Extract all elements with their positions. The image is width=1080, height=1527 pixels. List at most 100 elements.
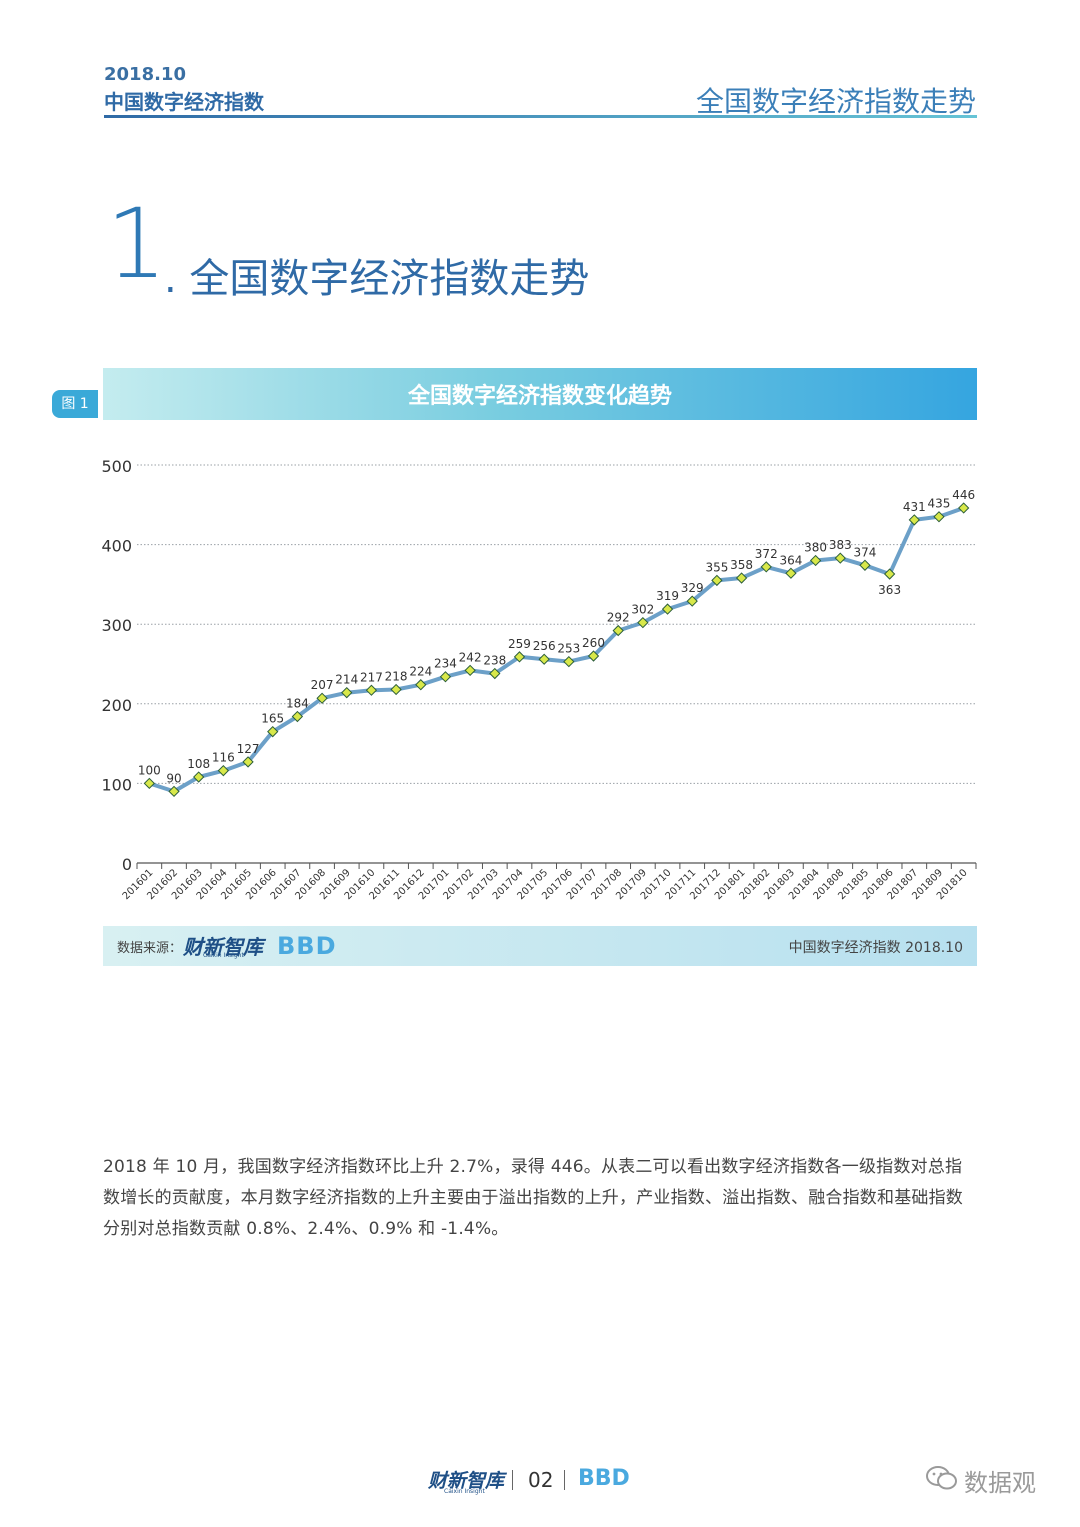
data-point <box>661 603 674 615</box>
data-label: 383 <box>829 538 852 552</box>
data-point <box>291 710 304 723</box>
data-label: 116 <box>212 751 235 765</box>
data-label: 238 <box>483 654 506 668</box>
data-point <box>883 568 896 580</box>
section-title: . 全国数字经济指数走势 <box>164 256 590 302</box>
y-tick-label: 0 <box>122 855 132 874</box>
data-point <box>513 651 526 663</box>
data-point <box>464 664 476 677</box>
data-label: 90 <box>166 771 181 785</box>
data-label: 329 <box>681 581 704 595</box>
data-point <box>958 502 970 514</box>
report-date: 2018.10 <box>104 64 186 85</box>
data-point <box>735 572 748 584</box>
data-point <box>859 559 871 571</box>
line-chart: 0100200300400500201601201602201603201604… <box>101 457 977 902</box>
data-label: 380 <box>804 541 827 555</box>
y-tick-label: 500 <box>101 457 132 476</box>
data-point <box>809 554 822 567</box>
data-label: 260 <box>582 636 605 650</box>
data-label: 372 <box>755 547 778 561</box>
data-point <box>489 667 501 680</box>
data-point <box>267 726 279 738</box>
body-paragraph: 2018 年 10 月，我国数字经济指数环比上升 2.7%，录得 446。从表二… <box>103 1157 963 1239</box>
data-label: 259 <box>508 637 531 651</box>
footer-divider <box>564 1470 565 1490</box>
data-label: 374 <box>854 545 877 559</box>
data-point <box>390 683 402 696</box>
caixin-logo: 财新智库 <box>183 935 263 959</box>
data-point <box>316 692 328 704</box>
data-point <box>711 574 723 587</box>
data-label: 100 <box>138 763 161 777</box>
data-point <box>143 777 155 790</box>
data-point <box>637 616 649 629</box>
data-point <box>760 561 772 573</box>
y-tick-label: 200 <box>101 696 132 715</box>
series-line <box>148 506 965 794</box>
data-label: 165 <box>261 712 284 726</box>
footer-caixin-logo-sub: Caixin Insight <box>444 1488 485 1495</box>
data-point <box>415 679 427 691</box>
y-tick-label: 300 <box>101 616 132 635</box>
figure-title-bar: 全国数字经济指数变化趋势 <box>103 368 977 420</box>
data-label: 446 <box>952 488 975 502</box>
data-label: 218 <box>385 669 408 683</box>
data-point <box>563 655 575 668</box>
wechat-icon <box>926 1466 957 1490</box>
data-point <box>933 511 945 523</box>
data-point <box>193 771 205 783</box>
data-label: 184 <box>286 697 309 711</box>
source-right-text: 中国数字经济指数 2018.10 <box>788 940 963 956</box>
data-point <box>785 567 797 579</box>
figure-tag: 图 1 <box>52 390 98 418</box>
data-label: 364 <box>779 553 802 567</box>
footer-divider <box>512 1470 513 1490</box>
footer-caixin-logo: 财新智库 <box>428 1470 505 1492</box>
data-point <box>217 765 230 777</box>
caixin-logo-sub: Caixin Insight <box>203 952 244 959</box>
data-label: 127 <box>237 742 260 756</box>
footer: 财新智库 Caixin Insight 02 BBD <box>0 1466 1080 1496</box>
y-tick-label: 100 <box>101 775 132 794</box>
data-label: 302 <box>631 603 654 617</box>
data-label: 108 <box>187 757 210 771</box>
data-label: 363 <box>878 583 901 597</box>
data-label: 358 <box>730 558 753 572</box>
data-point <box>538 653 550 665</box>
y-tick-label: 400 <box>101 537 132 556</box>
source-label: 数据来源： <box>117 941 183 956</box>
data-point <box>341 686 353 699</box>
data-label: 435 <box>928 497 951 511</box>
data-point <box>587 650 600 662</box>
data-label: 319 <box>656 589 679 603</box>
data-point <box>365 684 378 696</box>
header-section-title: 全国数字经济指数走势 <box>695 85 976 118</box>
data-point <box>612 624 624 637</box>
figure-title: 全国数字经济指数变化趋势 <box>407 384 672 409</box>
data-label: 256 <box>533 639 556 653</box>
data-label: 214 <box>335 673 358 687</box>
data-label: 431 <box>903 500 926 514</box>
bbd-logo: BBD <box>277 932 337 960</box>
watermark-text: 数据观 <box>964 1469 1036 1497</box>
data-label: 217 <box>360 670 383 684</box>
data-point <box>242 756 254 768</box>
data-point <box>686 595 698 607</box>
data-point <box>168 785 180 798</box>
section-number: 1 <box>106 188 168 300</box>
data-label: 234 <box>434 657 457 671</box>
data-point <box>439 671 452 683</box>
data-label: 207 <box>311 678 334 692</box>
data-label: 355 <box>705 560 728 574</box>
data-label: 242 <box>459 650 482 664</box>
data-label: 253 <box>557 642 580 656</box>
header-divider <box>104 115 977 118</box>
data-point <box>834 552 846 564</box>
page-number: 02 <box>528 1468 554 1492</box>
data-point <box>908 514 920 526</box>
source-bar: 数据来源： 财新智库 Caixin Insight BBD 中国数字经济指数 2… <box>103 926 977 966</box>
data-label: 224 <box>409 665 432 679</box>
footer-bbd-logo: BBD <box>578 1466 630 1491</box>
data-label: 292 <box>607 611 630 625</box>
